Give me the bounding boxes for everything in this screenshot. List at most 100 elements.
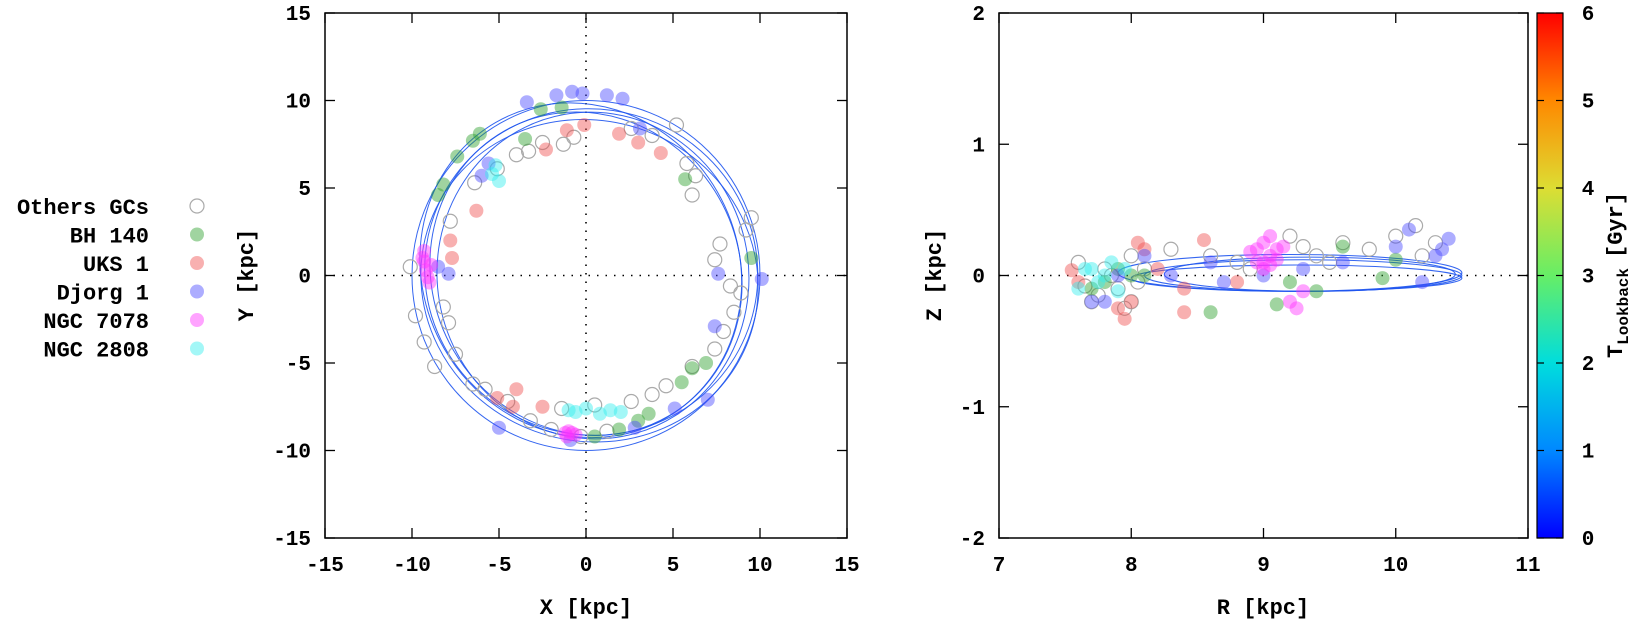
xy-point-ngc-7078 — [565, 426, 580, 440]
legend-marker — [190, 284, 204, 299]
xy-point-others-gcs — [722, 278, 739, 294]
rz-point-ngc-7078 — [1256, 255, 1271, 270]
xy-panel: -15 -10 -5 0 5 10 15 -15 -10 -5 0 5 10 15 X [kpc] Y [… — [235, 4, 860, 621]
colorbar-tick-label: 3 — [1582, 267, 1595, 290]
xy-point-others-gcs — [435, 299, 451, 315]
xy-point-others-gcs — [402, 259, 418, 275]
legend-marker — [189, 198, 205, 214]
xy-point-uks-1 — [577, 118, 592, 132]
rz-point-others-gcs — [1295, 239, 1311, 255]
rz-point-uks-1 — [1150, 261, 1165, 276]
rz-point-others-gcs — [1427, 235, 1444, 251]
rz-point-ngc-7078 — [1249, 242, 1264, 257]
xy-point-uks-1 — [469, 203, 484, 218]
rz-point-bh-140 — [1309, 284, 1324, 299]
rz-point-djorg-1 — [1111, 268, 1126, 283]
xy-ytick-label: 5 — [298, 179, 311, 202]
xy-point-ngc-2808 — [485, 167, 500, 181]
xy-point-bh-140 — [685, 361, 700, 376]
rz-point-bh-140 — [1269, 297, 1284, 312]
xy-point-others-gcs — [623, 393, 639, 410]
legend-label: Djorg 1 — [57, 282, 149, 307]
xy-point-bh-140 — [465, 133, 480, 148]
rz-point-others-gcs — [1335, 235, 1351, 251]
xy-point-others-gcs — [658, 378, 674, 394]
legend-marker — [190, 313, 204, 327]
xy-point-uks-1 — [445, 251, 460, 265]
xy-ytick-label: -10 — [273, 442, 311, 465]
xy-ytick-label: 0 — [298, 267, 311, 290]
xy-point-ngc-7078 — [417, 244, 432, 258]
xy-point-others-gcs — [715, 323, 732, 340]
colorbar: 0 1 2 3 4 5 6 TLookback [Gyr] — [1536, 4, 1631, 552]
xy-point-others-gcs — [522, 413, 538, 429]
rz-point-ngc-2808 — [1077, 261, 1092, 276]
xy-point-bh-140 — [587, 429, 602, 444]
rz-point-others-gcs — [1388, 228, 1404, 244]
rz-point-ngc-7078 — [1256, 261, 1271, 276]
rz-point-ngc-2808 — [1111, 284, 1126, 299]
xy-point-djorg-1 — [754, 272, 769, 286]
rz-point-bh-140 — [1375, 271, 1390, 286]
rz-point-bh-140 — [1335, 239, 1350, 254]
xy-point-ngc-2808 — [568, 405, 583, 419]
rz-point-djorg-1 — [1256, 268, 1271, 283]
rz-point-others-gcs — [1361, 241, 1377, 257]
legend-label: Others GCs — [17, 196, 149, 221]
colorbar-tick-label: 1 — [1582, 442, 1595, 465]
rz-points — [1064, 218, 1456, 326]
legend-label: NGC 7078 — [43, 310, 149, 335]
xy-point-ngc-7078 — [418, 263, 433, 278]
xy-point-ngc-7078 — [558, 426, 573, 440]
legend-marker — [190, 256, 204, 270]
rz-point-others-gcs — [1123, 294, 1139, 310]
xy-point-others-gcs — [520, 143, 537, 159]
xy-ytick-label: 15 — [286, 4, 311, 27]
rz-x-axis-label: R [kpc] — [1217, 596, 1309, 621]
rz-point-uks-1 — [1111, 301, 1126, 316]
xy-point-ngc-2808 — [613, 405, 628, 419]
colorbar-label-subscript: Lookback — [1615, 268, 1631, 345]
xy-xtick-label: 10 — [747, 555, 772, 578]
xy-point-bh-140 — [472, 126, 487, 141]
xy-point-djorg-1 — [441, 266, 456, 281]
xy-orbit-line — [429, 111, 743, 436]
xy-ytick-label: -15 — [273, 529, 311, 552]
rz-point-ngc-2808 — [1117, 261, 1132, 276]
rz-point-ngc-7078 — [1263, 229, 1278, 244]
xy-x-axis-label: X [kpc] — [540, 596, 632, 621]
rz-ytick-label: 2 — [972, 4, 985, 27]
xy-point-ngc-2808 — [592, 406, 607, 421]
xy-point-others-gcs — [587, 397, 603, 413]
rz-point-others-gcs — [1229, 254, 1245, 270]
xy-orbit-line — [420, 119, 759, 443]
rz-point-bh-140 — [1282, 275, 1297, 290]
xy-point-bh-140 — [533, 102, 548, 117]
xy-point-ngc-7078 — [424, 258, 439, 272]
rz-ytick-label: 0 — [972, 267, 985, 290]
rz-point-uks-1 — [1130, 235, 1145, 250]
xy-point-others-gcs — [743, 210, 759, 226]
xy-point-bh-140 — [554, 100, 569, 115]
rz-point-others-gcs — [1282, 228, 1298, 244]
rz-orbit-line — [1130, 264, 1463, 292]
xy-point-others-gcs — [508, 147, 525, 163]
rz-point-others-gcs — [1322, 254, 1338, 270]
rz-ytick-label: 1 — [972, 135, 985, 158]
rz-point-others-gcs — [1414, 248, 1430, 264]
rz-point-bh-140 — [1137, 268, 1152, 283]
rz-point-ngc-7078 — [1269, 252, 1284, 267]
rz-point-djorg-1 — [1203, 255, 1218, 270]
colorbar-tick-label: 6 — [1582, 4, 1595, 27]
xy-point-others-gcs — [416, 334, 432, 350]
xy-point-djorg-1 — [549, 88, 564, 103]
rz-point-others-gcs — [1070, 254, 1086, 270]
xy-point-others-gcs — [679, 155, 695, 172]
xy-point-ngc-7078 — [415, 251, 430, 265]
rz-point-uks-1 — [1177, 281, 1192, 296]
rz-point-djorg-1 — [1084, 294, 1099, 309]
rz-xtick-label: 8 — [1125, 555, 1138, 578]
xy-point-bh-140 — [450, 149, 465, 164]
rz-point-ngc-7078 — [1282, 294, 1297, 309]
xy-ticks: -15 -10 -5 0 5 10 15 -15 -10 -5 0 5 10 15 — [273, 4, 859, 578]
